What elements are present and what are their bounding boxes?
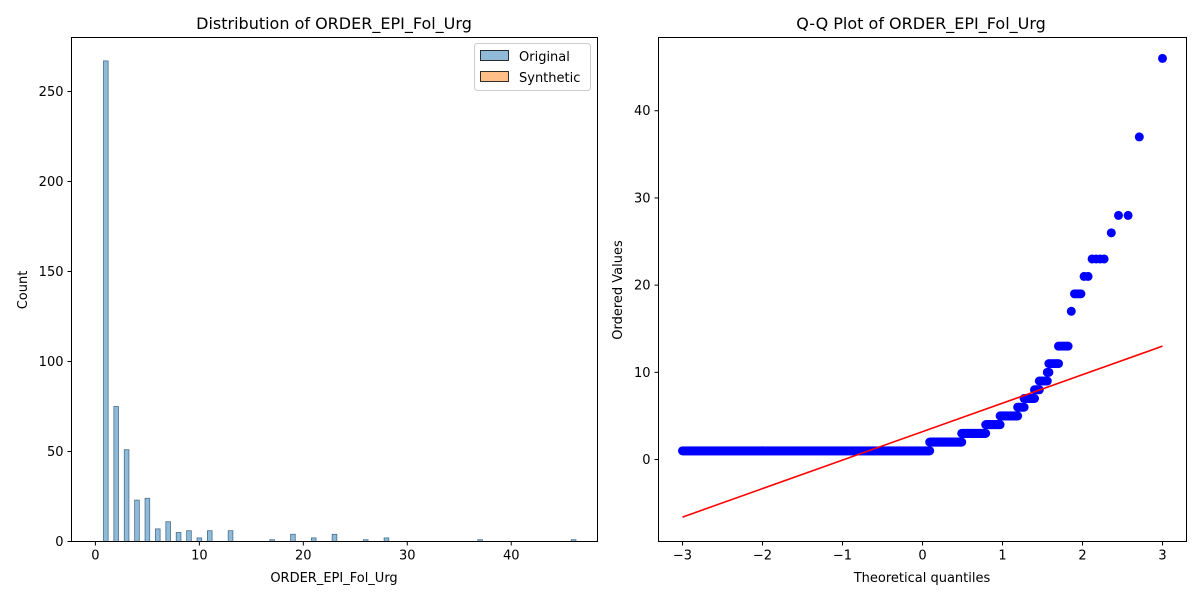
qq-plot-x-tick-label: −1 xyxy=(833,549,852,564)
qq-point xyxy=(1019,402,1029,412)
qq-point xyxy=(981,428,991,438)
qq-point xyxy=(1054,359,1063,369)
qq-plot-y-ticks: 0 10 20 30 40 xyxy=(634,104,659,468)
histogram-legend: Original Synthetic xyxy=(474,43,591,91)
histogram-y-tick-label: 250 xyxy=(39,85,64,100)
qq-point xyxy=(1099,254,1109,264)
histogram-bar xyxy=(103,60,109,542)
histogram-x-tick-label: 10 xyxy=(191,549,208,564)
histogram-panel: Distribution of ORDER_EPI_Fol_Urg 0 10 20 3… xyxy=(16,14,598,586)
histogram-bar xyxy=(123,449,130,542)
histogram-title: Distribution of ORDER_EPI_Fol_Urg xyxy=(196,14,472,34)
qq-plot-axes-frame xyxy=(658,37,1187,542)
qq-point xyxy=(995,420,1005,430)
qq-point xyxy=(1076,289,1086,299)
qq-plot-fit-line xyxy=(682,345,1163,518)
histogram-bar xyxy=(134,499,140,542)
qq-plot-y-tick-label: 40 xyxy=(634,104,651,119)
qq-plot-x-tick-label: 1 xyxy=(998,549,1006,564)
histogram-bar xyxy=(310,537,317,542)
qq-fit-line xyxy=(682,345,1163,518)
histogram-x-tick-label: 0 xyxy=(91,549,99,564)
qq-point xyxy=(1066,306,1076,316)
qq-point xyxy=(1042,376,1052,386)
histogram-y-tick-label: 50 xyxy=(47,445,64,460)
qq-plot-x-tick-label: 0 xyxy=(918,549,926,564)
histogram-y-tick-label: 100 xyxy=(39,355,64,370)
histogram-y-ticks: 0 50 100 150 200 250 xyxy=(39,85,72,550)
histogram-bar xyxy=(144,497,151,542)
legend-swatch-synthetic xyxy=(480,71,509,82)
histogram-bar xyxy=(186,530,192,542)
qq-point xyxy=(1123,210,1133,220)
qq-plot-y-axis-label: Ordered Values xyxy=(611,240,626,340)
histogram-x-axis-label: ORDER_EPI_Fol_Urg xyxy=(270,571,397,586)
histogram-bar xyxy=(227,530,234,542)
qq-point xyxy=(1063,341,1073,351)
histogram-bar xyxy=(113,406,119,542)
histogram-y-tick-label: 0 xyxy=(55,535,63,550)
histogram-y-tick-label: 150 xyxy=(39,265,64,280)
qq-point xyxy=(1083,271,1093,281)
qq-point xyxy=(1158,53,1167,63)
histogram-bar xyxy=(290,533,296,542)
qq-plot-x-tick-label: 2 xyxy=(1078,549,1086,564)
qq-plot-y-tick-label: 10 xyxy=(634,366,651,381)
qq-plot-x-ticks: −3 −2 −1 0 1 2 3 xyxy=(673,541,1167,564)
qq-plot-x-tick-label: −3 xyxy=(673,549,692,564)
qq-plot-x-tick-label: 3 xyxy=(1158,549,1166,564)
qq-point xyxy=(925,446,935,456)
histogram-bar xyxy=(165,521,171,542)
legend-label-synthetic: Synthetic xyxy=(519,71,580,86)
histogram-x-tick-label: 40 xyxy=(503,549,520,564)
histogram-x-ticks: 0 10 20 30 40 xyxy=(91,541,520,564)
qq-plot-title: Q-Q Plot of ORDER_EPI_Fol_Urg xyxy=(796,14,1046,34)
qq-point xyxy=(1134,132,1144,142)
legend-label-original: Original xyxy=(519,50,570,65)
qq-plot-y-tick-label: 0 xyxy=(642,453,650,468)
histogram-bar xyxy=(207,530,213,542)
histogram-y-tick-label: 200 xyxy=(39,175,64,190)
histogram-x-tick-label: 30 xyxy=(399,549,416,564)
histogram-bars xyxy=(103,60,577,542)
legend-swatch-original xyxy=(480,50,509,61)
qq-point xyxy=(1044,367,1054,377)
qq-plot-x-axis-label: Theoretical quantiles xyxy=(853,571,991,586)
histogram-bar xyxy=(331,533,338,542)
qq-point xyxy=(1013,411,1023,421)
histogram-x-tick-label: 20 xyxy=(295,549,312,564)
qq-point xyxy=(1030,393,1039,403)
qq-plot-panel: Q-Q Plot of ORDER_EPI_Fol_Urg −3 −2 −1 0 1 2 3… xyxy=(611,14,1187,586)
qq-point xyxy=(1114,210,1123,220)
qq-plot-y-tick-label: 20 xyxy=(634,279,651,294)
qq-point xyxy=(1106,228,1116,238)
qq-plot-y-tick-label: 30 xyxy=(634,191,651,206)
histogram-axes-frame xyxy=(71,37,598,542)
histogram-bar xyxy=(196,537,203,542)
histogram-bar xyxy=(175,532,182,542)
histogram-bar xyxy=(383,537,390,542)
qq-point xyxy=(957,437,967,447)
qq-plot-x-tick-label: −2 xyxy=(753,549,772,564)
histogram-bar xyxy=(155,528,161,542)
histogram-y-axis-label: Count xyxy=(16,271,31,310)
